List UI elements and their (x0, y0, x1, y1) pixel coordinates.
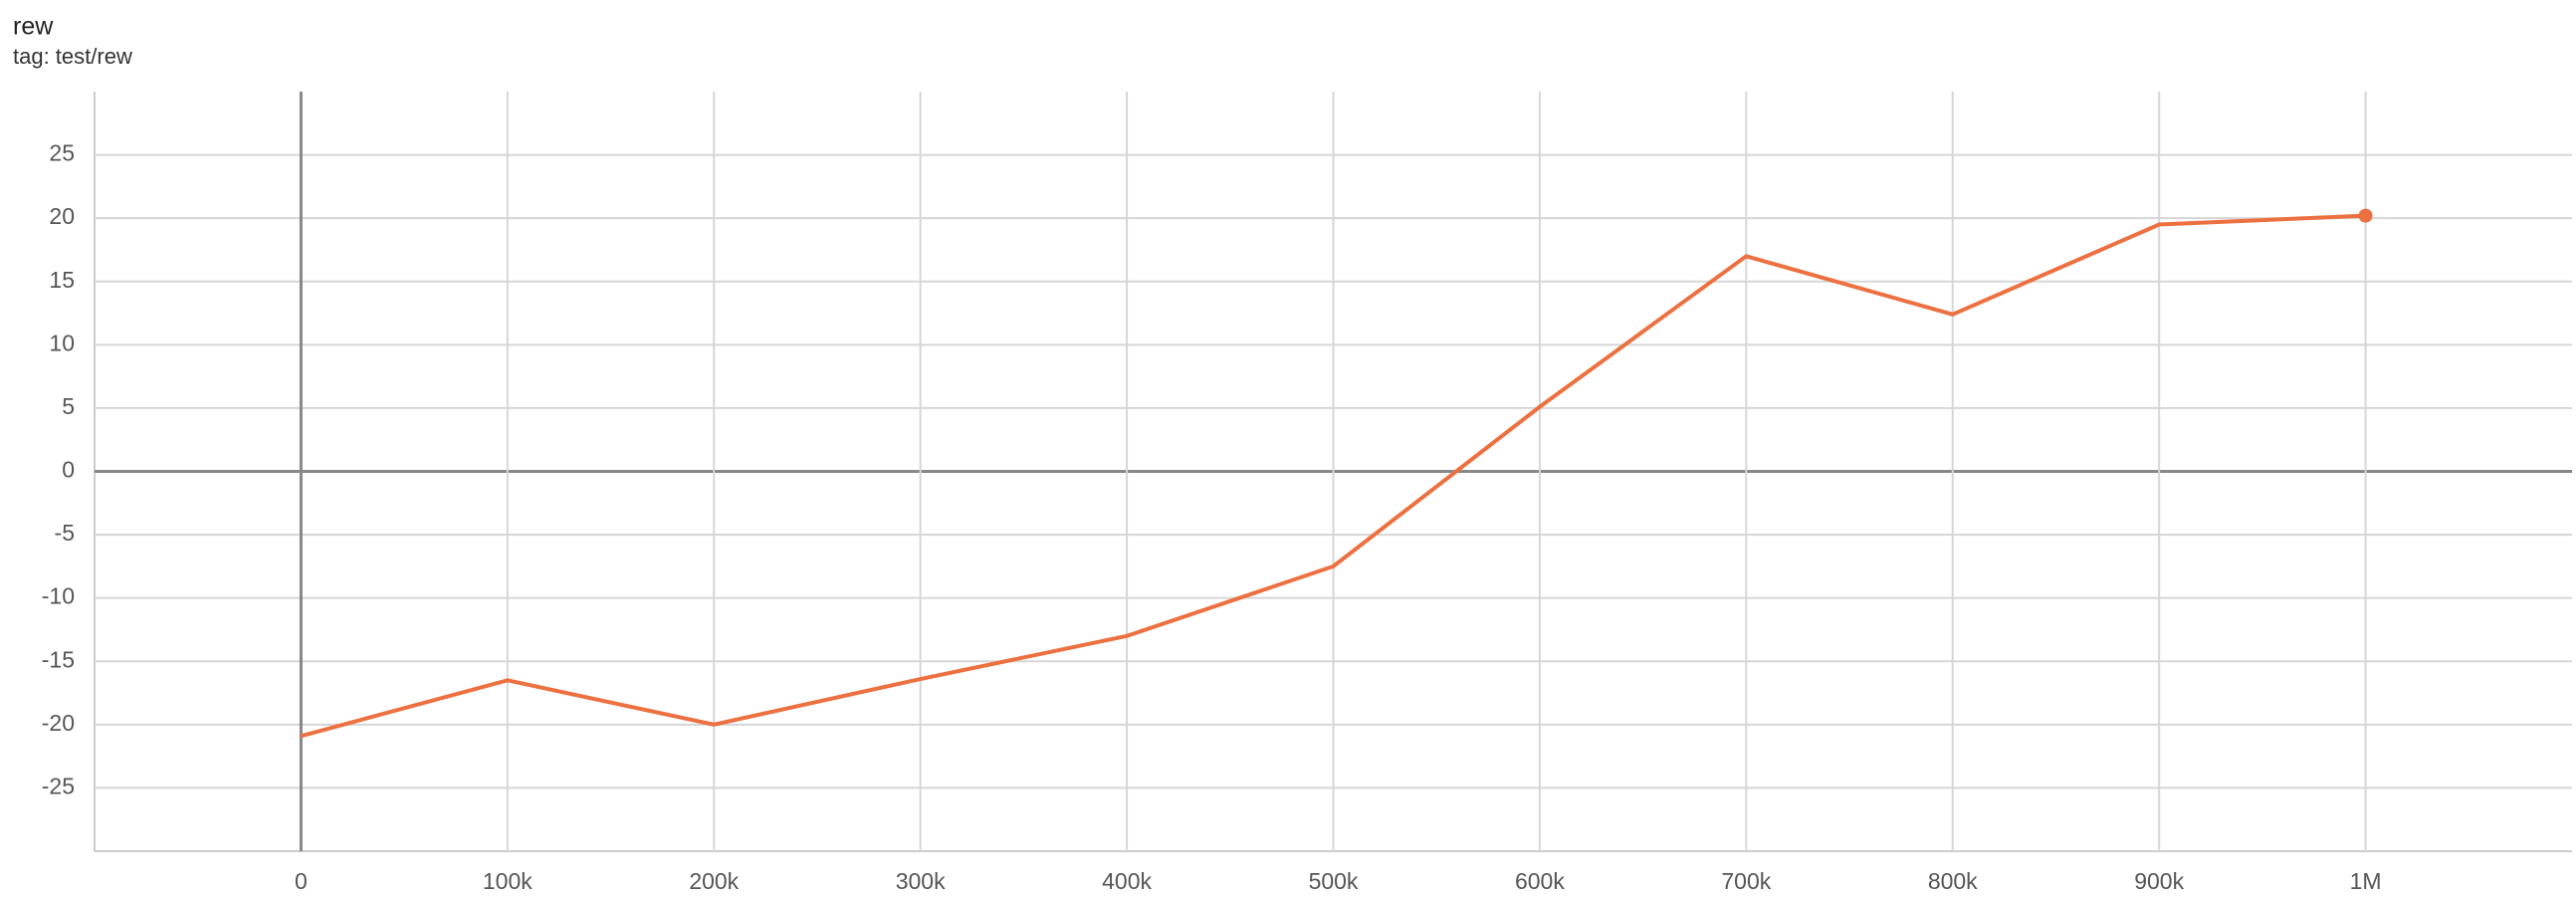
x-tick-label: 0 (295, 868, 308, 894)
x-tick-label: 800k (1928, 868, 1978, 894)
last-point-marker (2358, 208, 2373, 223)
x-tick-label: 200k (689, 868, 739, 894)
y-tick-label: 15 (49, 267, 75, 293)
x-tick-label: 300k (896, 868, 946, 894)
x-tick-label: 900k (2134, 868, 2184, 894)
x-tick-label: 500k (1309, 868, 1359, 894)
chart-title: rew (13, 13, 54, 41)
y-tick-label: 25 (49, 140, 75, 166)
y-tick-label: -15 (42, 646, 75, 672)
y-tick-label: -25 (42, 773, 75, 798)
y-tick-label: 10 (49, 330, 75, 355)
y-tick-label: 0 (62, 457, 75, 483)
series-line (300, 213, 2366, 739)
y-tick-label: -10 (42, 583, 75, 609)
y-tick-label: 5 (62, 393, 75, 419)
y-tick-label: 20 (49, 203, 75, 229)
x-tick-label: 700k (1721, 868, 1771, 894)
x-tick-label: 1M (2350, 868, 2382, 894)
x-tick-label: 400k (1102, 868, 1152, 894)
x-tick-label: 100k (483, 868, 533, 894)
chart-subtitle: tag: test/rew (13, 44, 132, 69)
x-tick-label: 600k (1515, 868, 1565, 894)
y-tick-label: -20 (42, 710, 75, 736)
y-tick-label: -5 (55, 520, 75, 546)
